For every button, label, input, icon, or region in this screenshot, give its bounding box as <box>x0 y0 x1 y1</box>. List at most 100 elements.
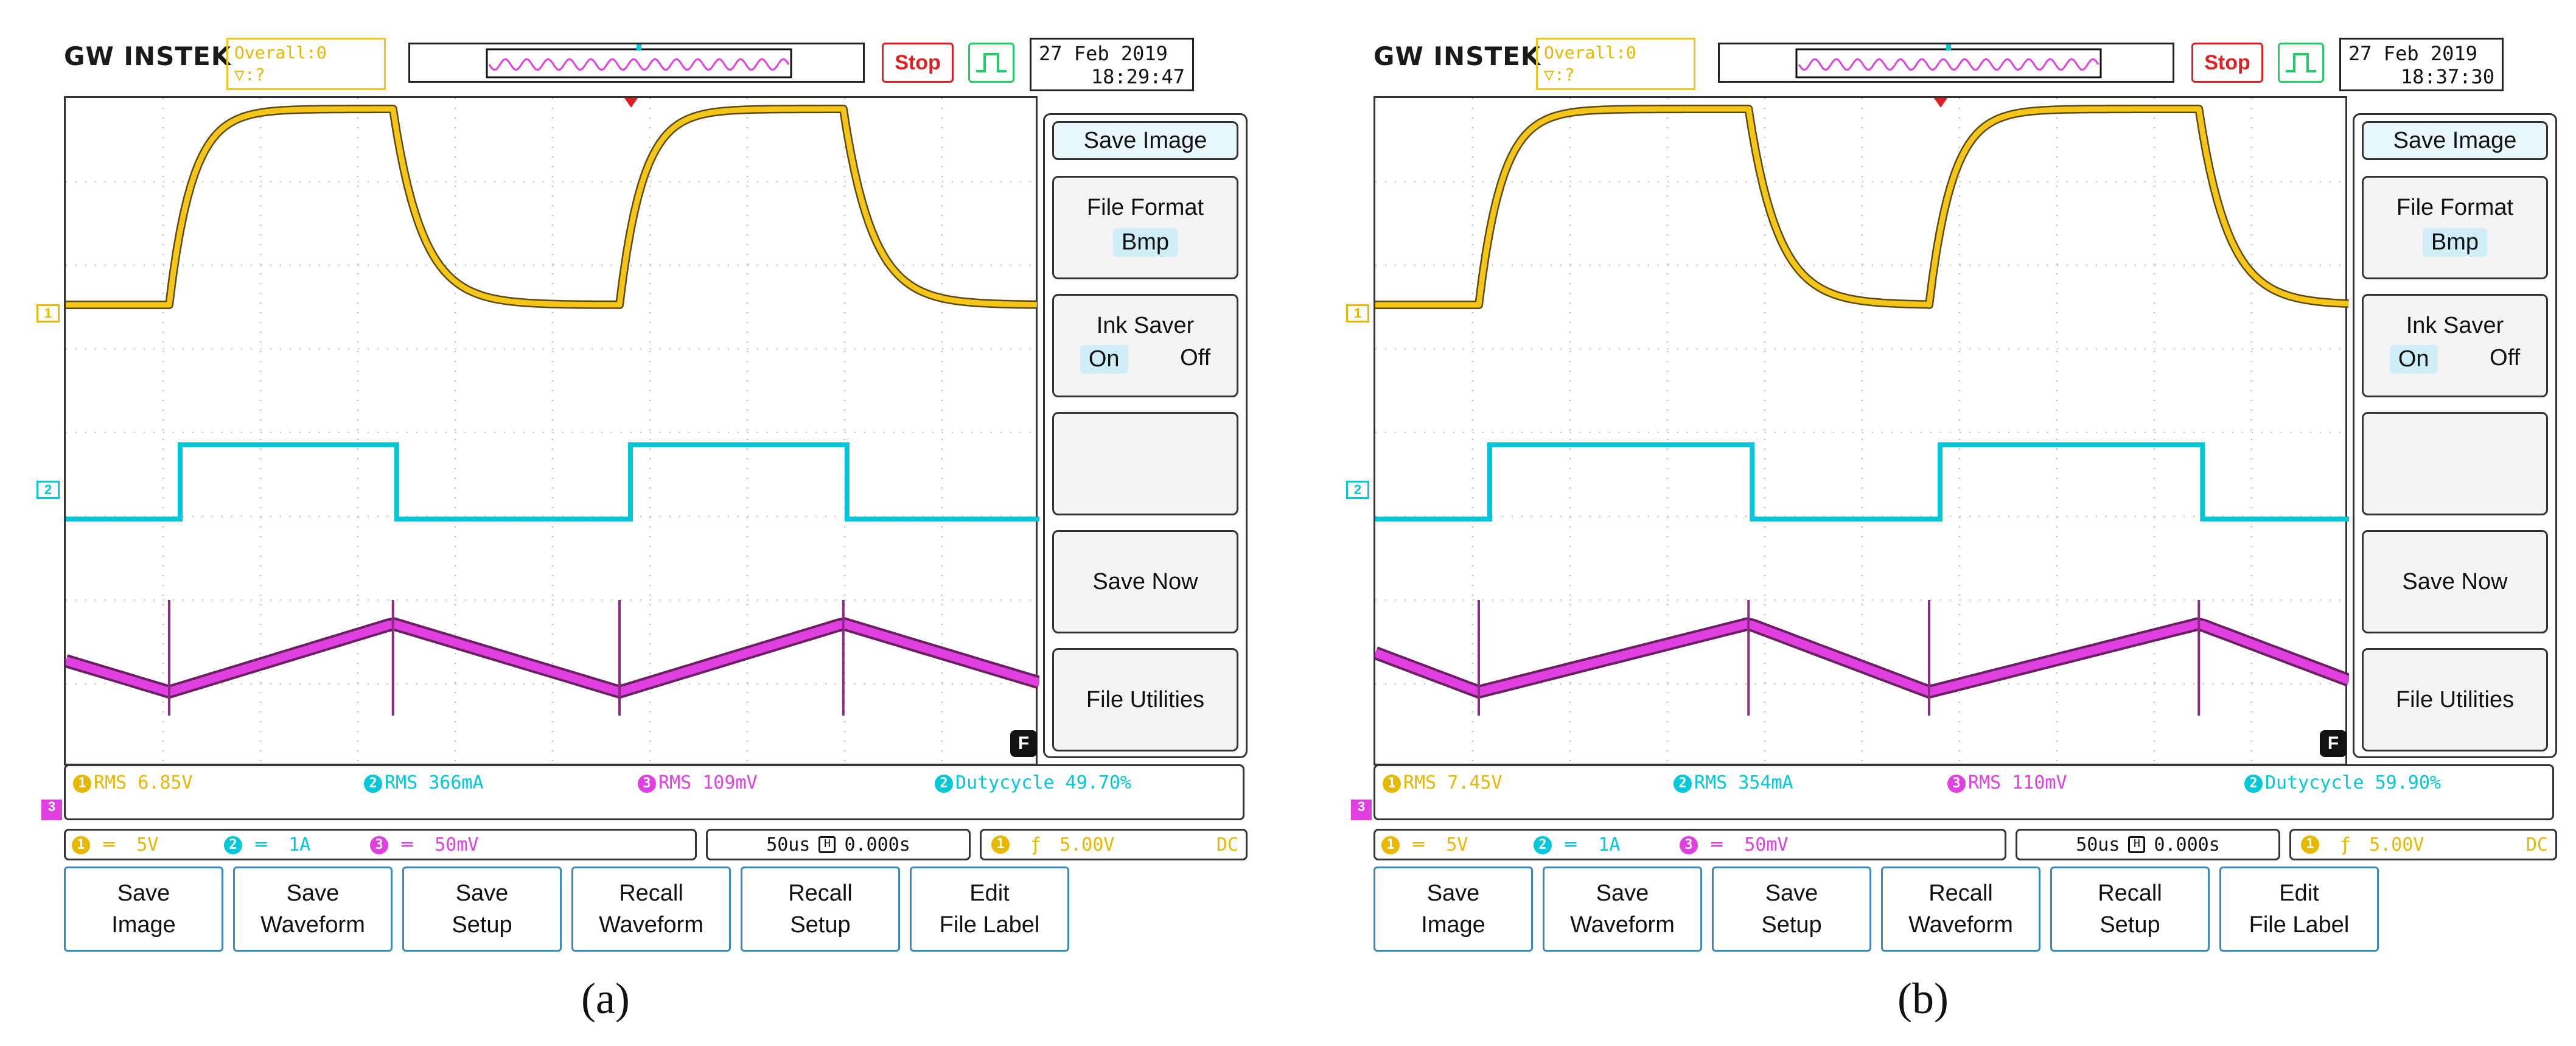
ch3-scale[interactable]: 3 ═ 50mV <box>1680 834 1789 856</box>
side-menu-title: Save Image <box>1052 121 1238 160</box>
ch1-trace <box>66 106 1037 308</box>
ch2-dot-icon: 2 <box>2244 774 2263 793</box>
waveform-plot <box>1375 98 2349 767</box>
ch1-marker[interactable]: 1 <box>37 304 60 323</box>
recall-setup-button[interactable]: Recall Setup <box>741 866 900 952</box>
ch1-trace <box>1375 106 2349 308</box>
ch3-marker[interactable]: 3 <box>41 800 62 820</box>
ch1-scale[interactable]: 1 ═ 5V <box>72 834 158 856</box>
recall-waveform-button[interactable]: Recall Waveform <box>1881 866 2040 952</box>
ch2-marker[interactable]: 2 <box>1346 481 1369 499</box>
save-image-button[interactable]: Save Image <box>64 866 223 952</box>
ch2-scale[interactable]: 2 ═ 1A <box>224 834 310 856</box>
ink-saver-option[interactable]: Ink Saver On Off <box>2362 294 2548 397</box>
measurement-4: 2 Dutycycle 49.70% <box>935 772 1131 793</box>
save-waveform-button[interactable]: Save Waveform <box>233 866 393 952</box>
rising-edge-icon: ƒ <box>2340 834 2351 856</box>
trigger-box[interactable]: 1 ƒ 5.00V DC <box>2289 829 2557 860</box>
file-format-option[interactable]: File Format Bmp <box>2362 176 2548 279</box>
ch1-marker[interactable]: 1 <box>1346 304 1369 323</box>
measurement-2: 2 RMS 354mA <box>1674 772 1793 793</box>
recall-waveform-button[interactable]: Recall Waveform <box>571 866 731 952</box>
function-badge[interactable]: F <box>1010 730 1037 757</box>
file-format-label: File Format <box>1086 195 1204 220</box>
timebase-box[interactable]: 50us H 0.000s <box>2016 829 2280 860</box>
scale-row: 1 ═ 5V 2 ═ 1A 3 ═ 50mV 50us H 0.000s 1 ƒ… <box>37 829 1278 863</box>
trigger-status: Overall:0 ▽:? <box>1536 38 1695 90</box>
horizontal-icon: H <box>2128 836 2146 853</box>
trigger-icon[interactable] <box>2278 43 2324 83</box>
date-time: 27 Feb 2019 18:37:30 <box>2339 38 2504 91</box>
trigger-box[interactable]: 1 ƒ 5.00V DC <box>980 829 1248 860</box>
measurement-1: 1 RMS 7.45V <box>1383 772 1503 793</box>
ink-off: Off <box>1180 345 1211 371</box>
save-waveform-button[interactable]: Save Waveform <box>1543 866 1702 952</box>
ch2-marker[interactable]: 2 <box>37 481 60 499</box>
edit-file-label-button[interactable]: Edit File Label <box>910 866 1069 952</box>
measurement-4: 2 Dutycycle 59.90% <box>2244 772 2441 793</box>
ink-on: On <box>1080 345 1128 374</box>
ch3-dot-icon: 3 <box>638 774 656 793</box>
timebase-value: 50us <box>2076 834 2120 856</box>
recall-setup-button[interactable]: Recall Setup <box>2050 866 2210 952</box>
position-value: 0.000s <box>844 834 910 856</box>
trigger-source-icon: 1 <box>2301 835 2319 854</box>
channel-scales: 1 ═ 5V 2 ═ 1A 3 ═ 50mV <box>1374 829 2006 860</box>
save-now-button[interactable]: Save Now <box>1052 530 1238 633</box>
trigger-state: ▽:? <box>234 65 265 85</box>
ch2-trace <box>1375 442 2349 521</box>
function-badge[interactable]: F <box>2320 730 2347 757</box>
trigger-level: 5.00V <box>1059 834 1115 856</box>
ch2-dot-icon: 2 <box>364 774 382 793</box>
file-format-value: Bmp <box>1112 228 1178 257</box>
empty-option[interactable] <box>1052 412 1238 515</box>
ch3-trace <box>66 619 1039 697</box>
trigger-status: Overall:0 ▽:? <box>226 38 386 90</box>
ch1-scale[interactable]: 1 ═ 5V <box>1381 834 1468 856</box>
ink-on: On <box>2389 345 2438 374</box>
side-menu-title: Save Image <box>2362 121 2548 160</box>
brand-logo: GW INSTEK <box>64 41 232 71</box>
waveform-overview <box>408 43 865 83</box>
ink-off: Off <box>2490 345 2521 371</box>
bottom-menu: Save Image Save Waveform Save Setup Reca… <box>64 866 1244 952</box>
file-utilities-button[interactable]: File Utilities <box>2362 648 2548 751</box>
overview-svg <box>486 44 792 78</box>
date-label: 27 Feb 2019 <box>2348 42 2477 65</box>
timebase-value: 50us <box>766 834 811 856</box>
ch3-marker[interactable]: 3 <box>1351 800 1372 820</box>
overview-svg <box>1795 44 2102 78</box>
save-now-button[interactable]: Save Now <box>2362 530 2548 633</box>
scale-row: 1 ═ 5V 2 ═ 1A 3 ═ 50mV 50us H 0.000s 1 ƒ… <box>1346 829 2576 863</box>
ch3-dot-icon: 3 <box>1947 774 1966 793</box>
ch2-scale[interactable]: 2 ═ 1A <box>1534 834 1620 856</box>
timebase-box[interactable]: 50us H 0.000s <box>706 829 971 860</box>
caption-b: (b) <box>1897 974 1949 1023</box>
time-label: 18:29:47 <box>1091 65 1185 88</box>
trigger-position-marker <box>1934 98 1947 108</box>
date-time: 27 Feb 2019 18:29:47 <box>1030 38 1194 91</box>
ink-saver-label: Ink Saver <box>2406 313 2504 338</box>
rising-edge-icon: ƒ <box>1030 834 1042 856</box>
waveform-plot <box>66 98 1039 767</box>
stop-button[interactable]: Stop <box>2191 43 2263 83</box>
side-menu: Save Image File Format Bmp Ink Saver On … <box>2353 113 2557 758</box>
save-image-button[interactable]: Save Image <box>1374 866 1533 952</box>
overview-wave <box>488 58 790 71</box>
measurement-3: 3 RMS 109mV <box>638 772 758 793</box>
edit-file-label-button[interactable]: Edit File Label <box>2219 866 2379 952</box>
horizontal-icon: H <box>819 836 836 853</box>
overview-wave <box>1798 58 2100 71</box>
save-setup-button[interactable]: Save Setup <box>1712 866 1871 952</box>
trigger-count: Overall:0 <box>234 43 327 63</box>
waveform-screen <box>1374 96 2349 767</box>
ch1-dot-icon: 1 <box>1383 774 1401 793</box>
stop-button[interactable]: Stop <box>882 43 954 83</box>
save-setup-button[interactable]: Save Setup <box>402 866 562 952</box>
ch3-scale[interactable]: 3 ═ 50mV <box>370 834 479 856</box>
empty-option[interactable] <box>2362 412 2548 515</box>
ink-saver-option[interactable]: Ink Saver On Off <box>1052 294 1238 397</box>
trigger-icon[interactable] <box>968 43 1014 83</box>
file-utilities-button[interactable]: File Utilities <box>1052 648 1238 751</box>
file-format-option[interactable]: File Format Bmp <box>1052 176 1238 279</box>
